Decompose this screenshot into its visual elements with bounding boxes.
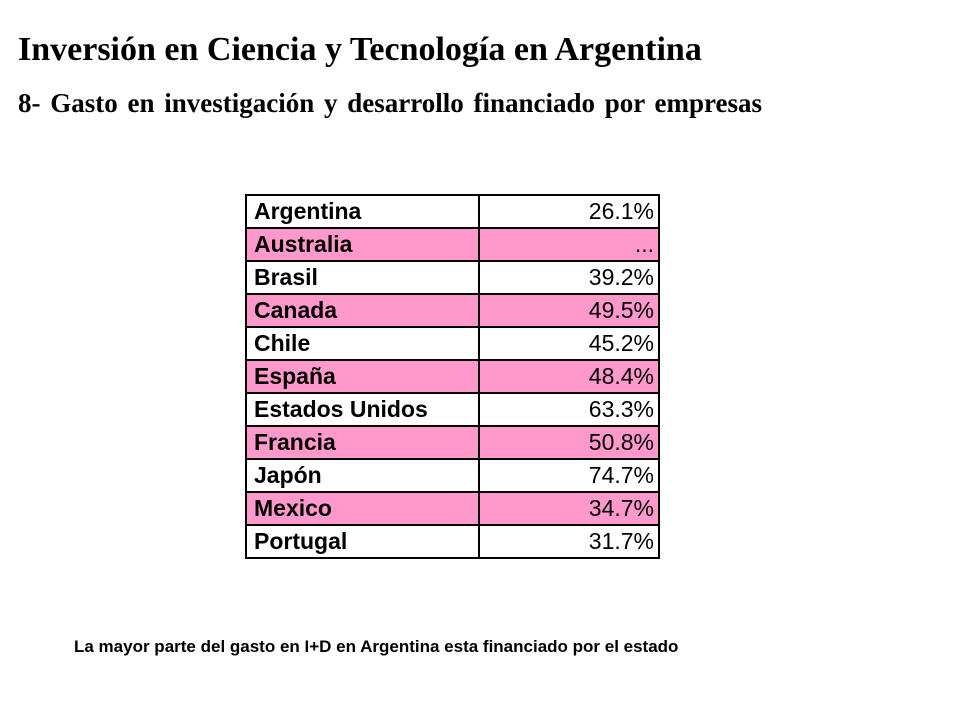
table-row: Francia 50.8% <box>245 425 660 460</box>
footnote: La mayor parte del gasto en I+D en Argen… <box>74 637 679 656</box>
value-cell: 31.7% <box>478 524 660 559</box>
funding-table: Argentina 26.1% Australia ... Brasil 39.… <box>245 194 660 559</box>
table-row: Australia ... <box>245 227 660 262</box>
table-row: España 48.4% <box>245 359 660 394</box>
table-row: Argentina 26.1% <box>245 194 660 229</box>
table-row: Portugal 31.7% <box>245 524 660 559</box>
country-cell: Canada <box>245 293 480 328</box>
country-cell: España <box>245 359 480 394</box>
country-cell: Brasil <box>245 260 480 295</box>
value-cell: 34.7% <box>478 491 660 526</box>
country-cell: Francia <box>245 425 480 460</box>
country-cell: Argentina <box>245 194 480 229</box>
table-row: Mexico 34.7% <box>245 491 660 526</box>
country-cell: Japón <box>245 458 480 493</box>
table-row: Chile 45.2% <box>245 326 660 361</box>
country-cell: Mexico <box>245 491 480 526</box>
table-row: Brasil 39.2% <box>245 260 660 295</box>
value-cell: 50.8% <box>478 425 660 460</box>
table-row: Estados Unidos 63.3% <box>245 392 660 427</box>
table-row: Japón 74.7% <box>245 458 660 493</box>
country-cell: Chile <box>245 326 480 361</box>
funding-table-body: Argentina 26.1% Australia ... Brasil 39.… <box>245 194 660 559</box>
value-cell: 49.5% <box>478 293 660 328</box>
value-cell: ... <box>478 227 660 262</box>
value-cell: 74.7% <box>478 458 660 493</box>
country-cell: Australia <box>245 227 480 262</box>
value-cell: 26.1% <box>478 194 660 229</box>
value-cell: 39.2% <box>478 260 660 295</box>
page-title: Inversión en Ciencia y Tecnología en Arg… <box>18 31 702 68</box>
value-cell: 45.2% <box>478 326 660 361</box>
page-subtitle: 8- Gasto en investigación y desarrollo f… <box>18 88 763 118</box>
value-cell: 48.4% <box>478 359 660 394</box>
value-cell: 63.3% <box>478 392 660 427</box>
country-cell: Estados Unidos <box>245 392 480 427</box>
country-cell: Portugal <box>245 524 480 559</box>
table-row: Canada 49.5% <box>245 293 660 328</box>
